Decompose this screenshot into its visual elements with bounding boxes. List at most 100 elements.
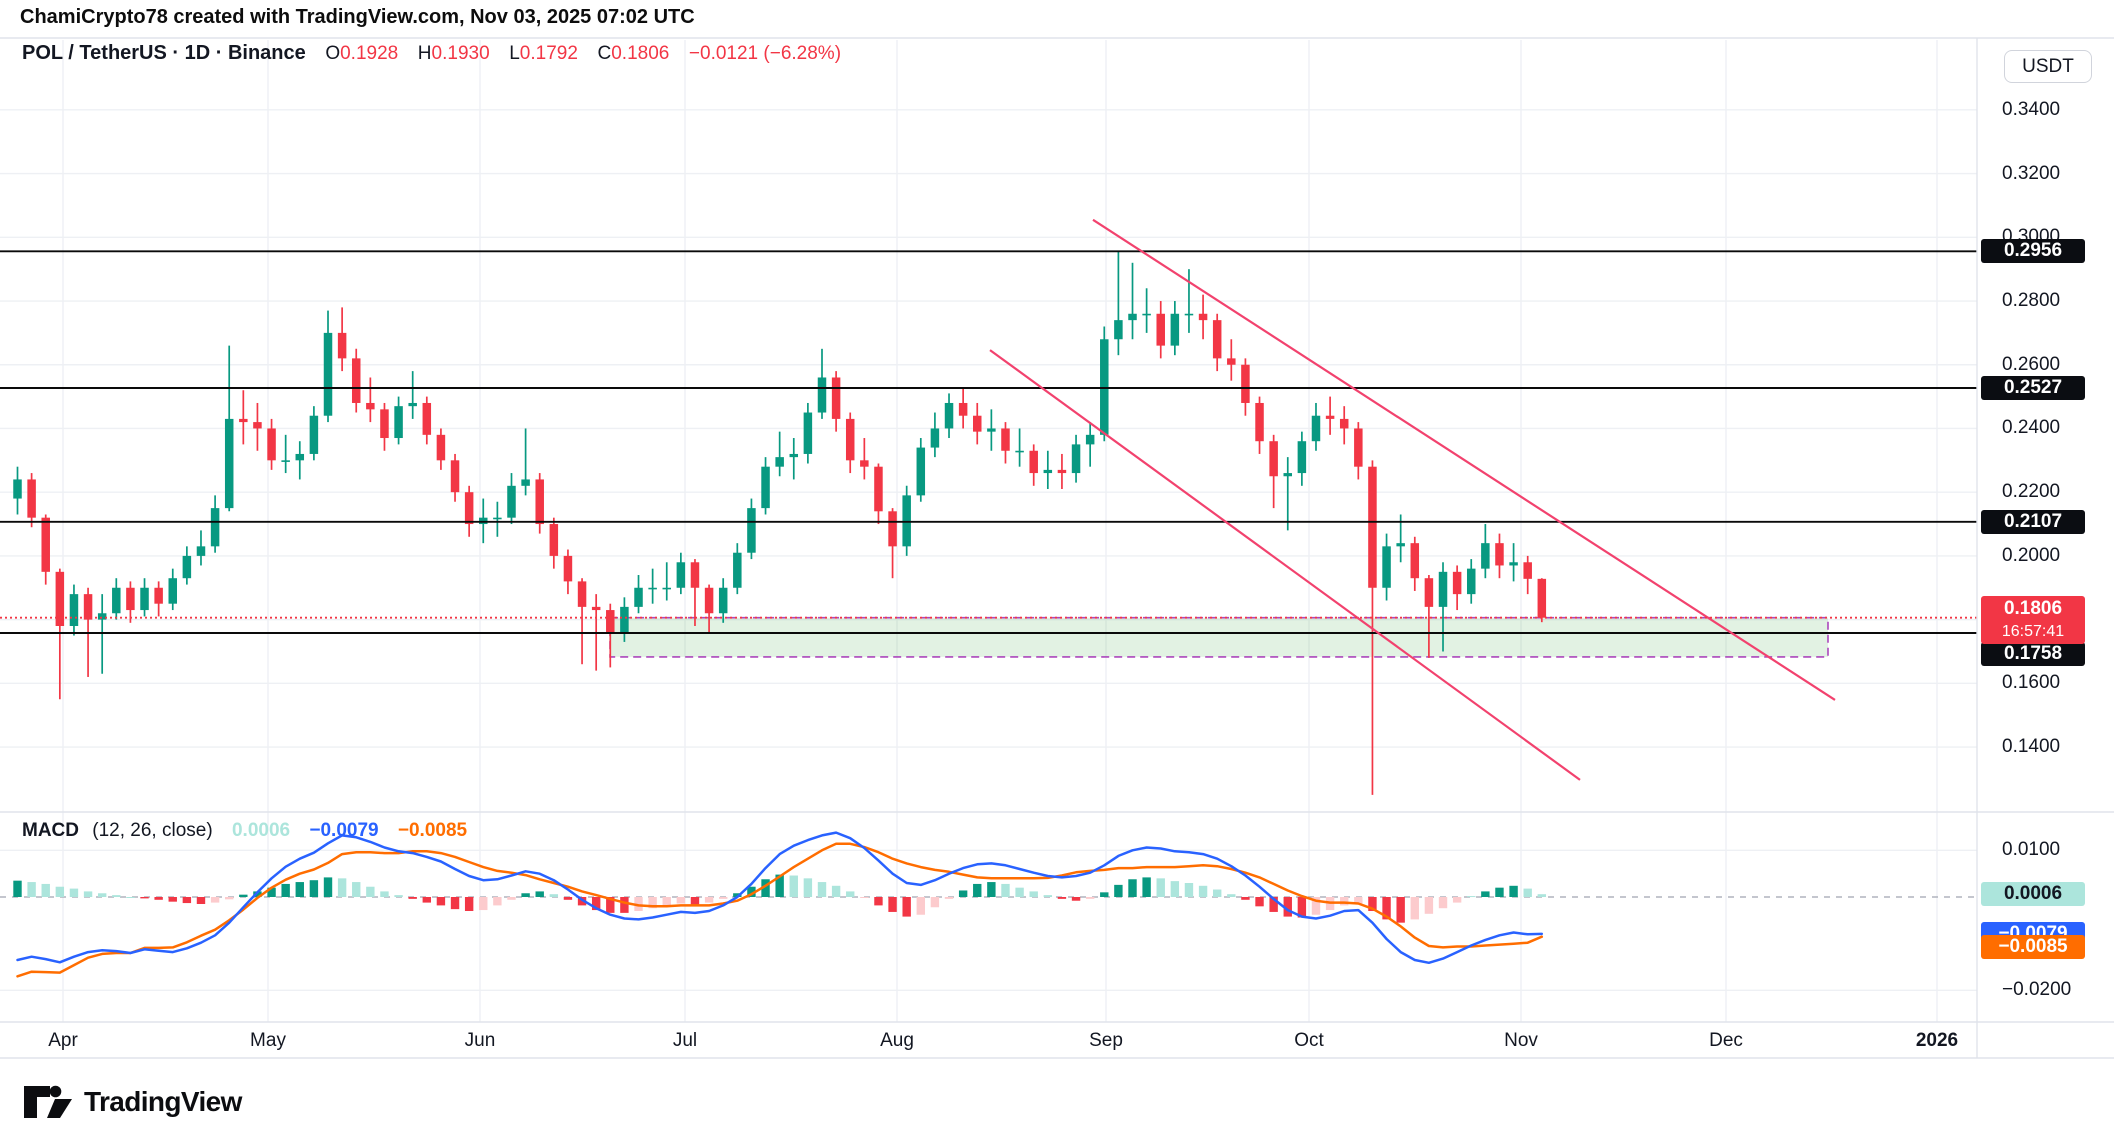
tradingview-logo-icon [24, 1085, 72, 1118]
tradingview-brand-text: TradingView [84, 1086, 242, 1117]
candle-body [1128, 313, 1137, 321]
candle-body [1156, 313, 1165, 346]
trend-line [989, 349, 1581, 781]
macd-histogram-bar [13, 880, 22, 897]
candle-body [535, 479, 544, 525]
candle-body [337, 332, 347, 359]
candle-body [549, 524, 559, 556]
price-tick-label: 0.2400 [2002, 417, 2061, 439]
candle-body [1255, 402, 1264, 442]
macd-histogram-bar [789, 875, 798, 897]
macd-histogram-bar [479, 897, 488, 911]
candle-body [775, 457, 784, 467]
candle-body [634, 587, 643, 607]
candle-body [676, 562, 686, 588]
close-value: 0.1806 [611, 43, 670, 64]
macd-histogram-bar [507, 897, 516, 900]
candle-body [1170, 313, 1180, 346]
time-tick-label: Jul [672, 1030, 698, 1051]
candle-body [944, 402, 954, 429]
candle-body [366, 402, 375, 410]
open-label: O [325, 43, 341, 64]
currency-toggle-button[interactable]: USDT [2004, 50, 2092, 83]
macd-histogram-bar [1114, 884, 1123, 897]
macd-histogram-bar [112, 895, 121, 897]
candle-body [1368, 466, 1377, 588]
macd-histogram-bar [1128, 879, 1137, 897]
macd-histogram-bar [606, 897, 615, 913]
macd-histogram-bar [591, 897, 601, 911]
macd-histogram-bar [1424, 897, 1434, 914]
macd-histogram-bar [450, 897, 460, 910]
candle-body [41, 517, 50, 572]
macd-histogram-bar [97, 893, 107, 897]
candle-body [1184, 313, 1194, 316]
candle-body [267, 428, 276, 461]
macd-histogram-bar [225, 897, 234, 900]
macd-histogram-bar [464, 897, 474, 912]
candle-body [493, 517, 502, 520]
candle-body [83, 594, 93, 620]
macd-histogram-bar [860, 897, 869, 898]
candle-body [1339, 418, 1349, 429]
macd-histogram-bar [662, 897, 671, 906]
macd-signal-line [16, 842, 1544, 978]
macd-legend[interactable]: MACD (12, 26, close) 0.0006 −0.0079 −0.0… [22, 820, 467, 842]
change-value: −0.0121 (−6.28%) [688, 43, 842, 64]
macd-histogram-bar [380, 891, 389, 897]
price-axis[interactable]: 0.3400 0.3200 0.3000 0.2800 0.2600 0.2400 0.22… [1978, 38, 2114, 1058]
macd-histogram-bar [902, 897, 911, 917]
candle-body [958, 402, 968, 416]
candle-body [1001, 428, 1010, 451]
macd-histogram-bar [549, 894, 559, 897]
price-tick-label: 0.3200 [2002, 162, 2061, 184]
macd-histogram-bar [1142, 877, 1151, 897]
macd-histogram-bar [1452, 897, 1462, 903]
time-axis[interactable]: Apr May Jun Jul Aug Sep Oct Nov Dec 2026 [0, 1022, 2114, 1058]
candle-body [97, 613, 107, 620]
candle-body [323, 332, 333, 416]
candle-body [1029, 450, 1038, 474]
macd-histogram-bar [690, 897, 700, 905]
time-tick-label: 2026 [1915, 1030, 1959, 1051]
macd-histogram-bar [1368, 897, 1377, 912]
candle-body [1452, 571, 1462, 595]
macd-histogram-bar [1043, 895, 1053, 897]
macd-histogram-bar [239, 894, 248, 897]
macd-histogram-bar [1410, 897, 1419, 920]
macd-histogram-bar [874, 897, 883, 906]
symbol-title: POL / TetherUS · 1D · Binance [22, 42, 306, 64]
macd-histogram-bar [323, 877, 333, 897]
candle-body [563, 555, 573, 582]
macd-histogram-bar [154, 897, 163, 900]
macd-histogram-bar [747, 886, 756, 897]
candle-body [845, 418, 855, 461]
macd-histogram-bar [846, 891, 855, 897]
candle-body [704, 587, 714, 614]
candle-body [479, 517, 488, 525]
macd-histogram-bar [1283, 897, 1292, 917]
macd-histogram-bar [1438, 897, 1448, 909]
macd-histogram-bar [987, 882, 996, 897]
candle-body [253, 422, 262, 429]
macd-histogram-bar [1297, 897, 1307, 918]
candle-body [1410, 543, 1420, 579]
macd-tick-label: 0.0100 [2002, 839, 2061, 861]
macd-histogram-bar [1495, 887, 1504, 897]
time-tick-label: Nov [1504, 1030, 1538, 1051]
macd-histogram-bar [535, 891, 544, 897]
candle-body [422, 402, 432, 435]
candle-body [733, 552, 742, 588]
candle-body [1297, 441, 1307, 474]
symbol-legend[interactable]: POL / TetherUS · 1D · Binance O0.1928 H0… [22, 42, 841, 65]
macd-histogram-bar [916, 897, 925, 915]
macd-histogram-bar [337, 878, 347, 897]
candle-body [860, 460, 869, 467]
attribution-text: ChamiCrypto78 created with TradingView.c… [20, 6, 695, 28]
time-tick-label: May [250, 1030, 286, 1051]
candle-body [831, 377, 841, 419]
price-tick-label: 0.2200 [2002, 481, 2061, 503]
candle-body [1043, 469, 1053, 474]
macd-histogram-bar [1001, 883, 1010, 897]
